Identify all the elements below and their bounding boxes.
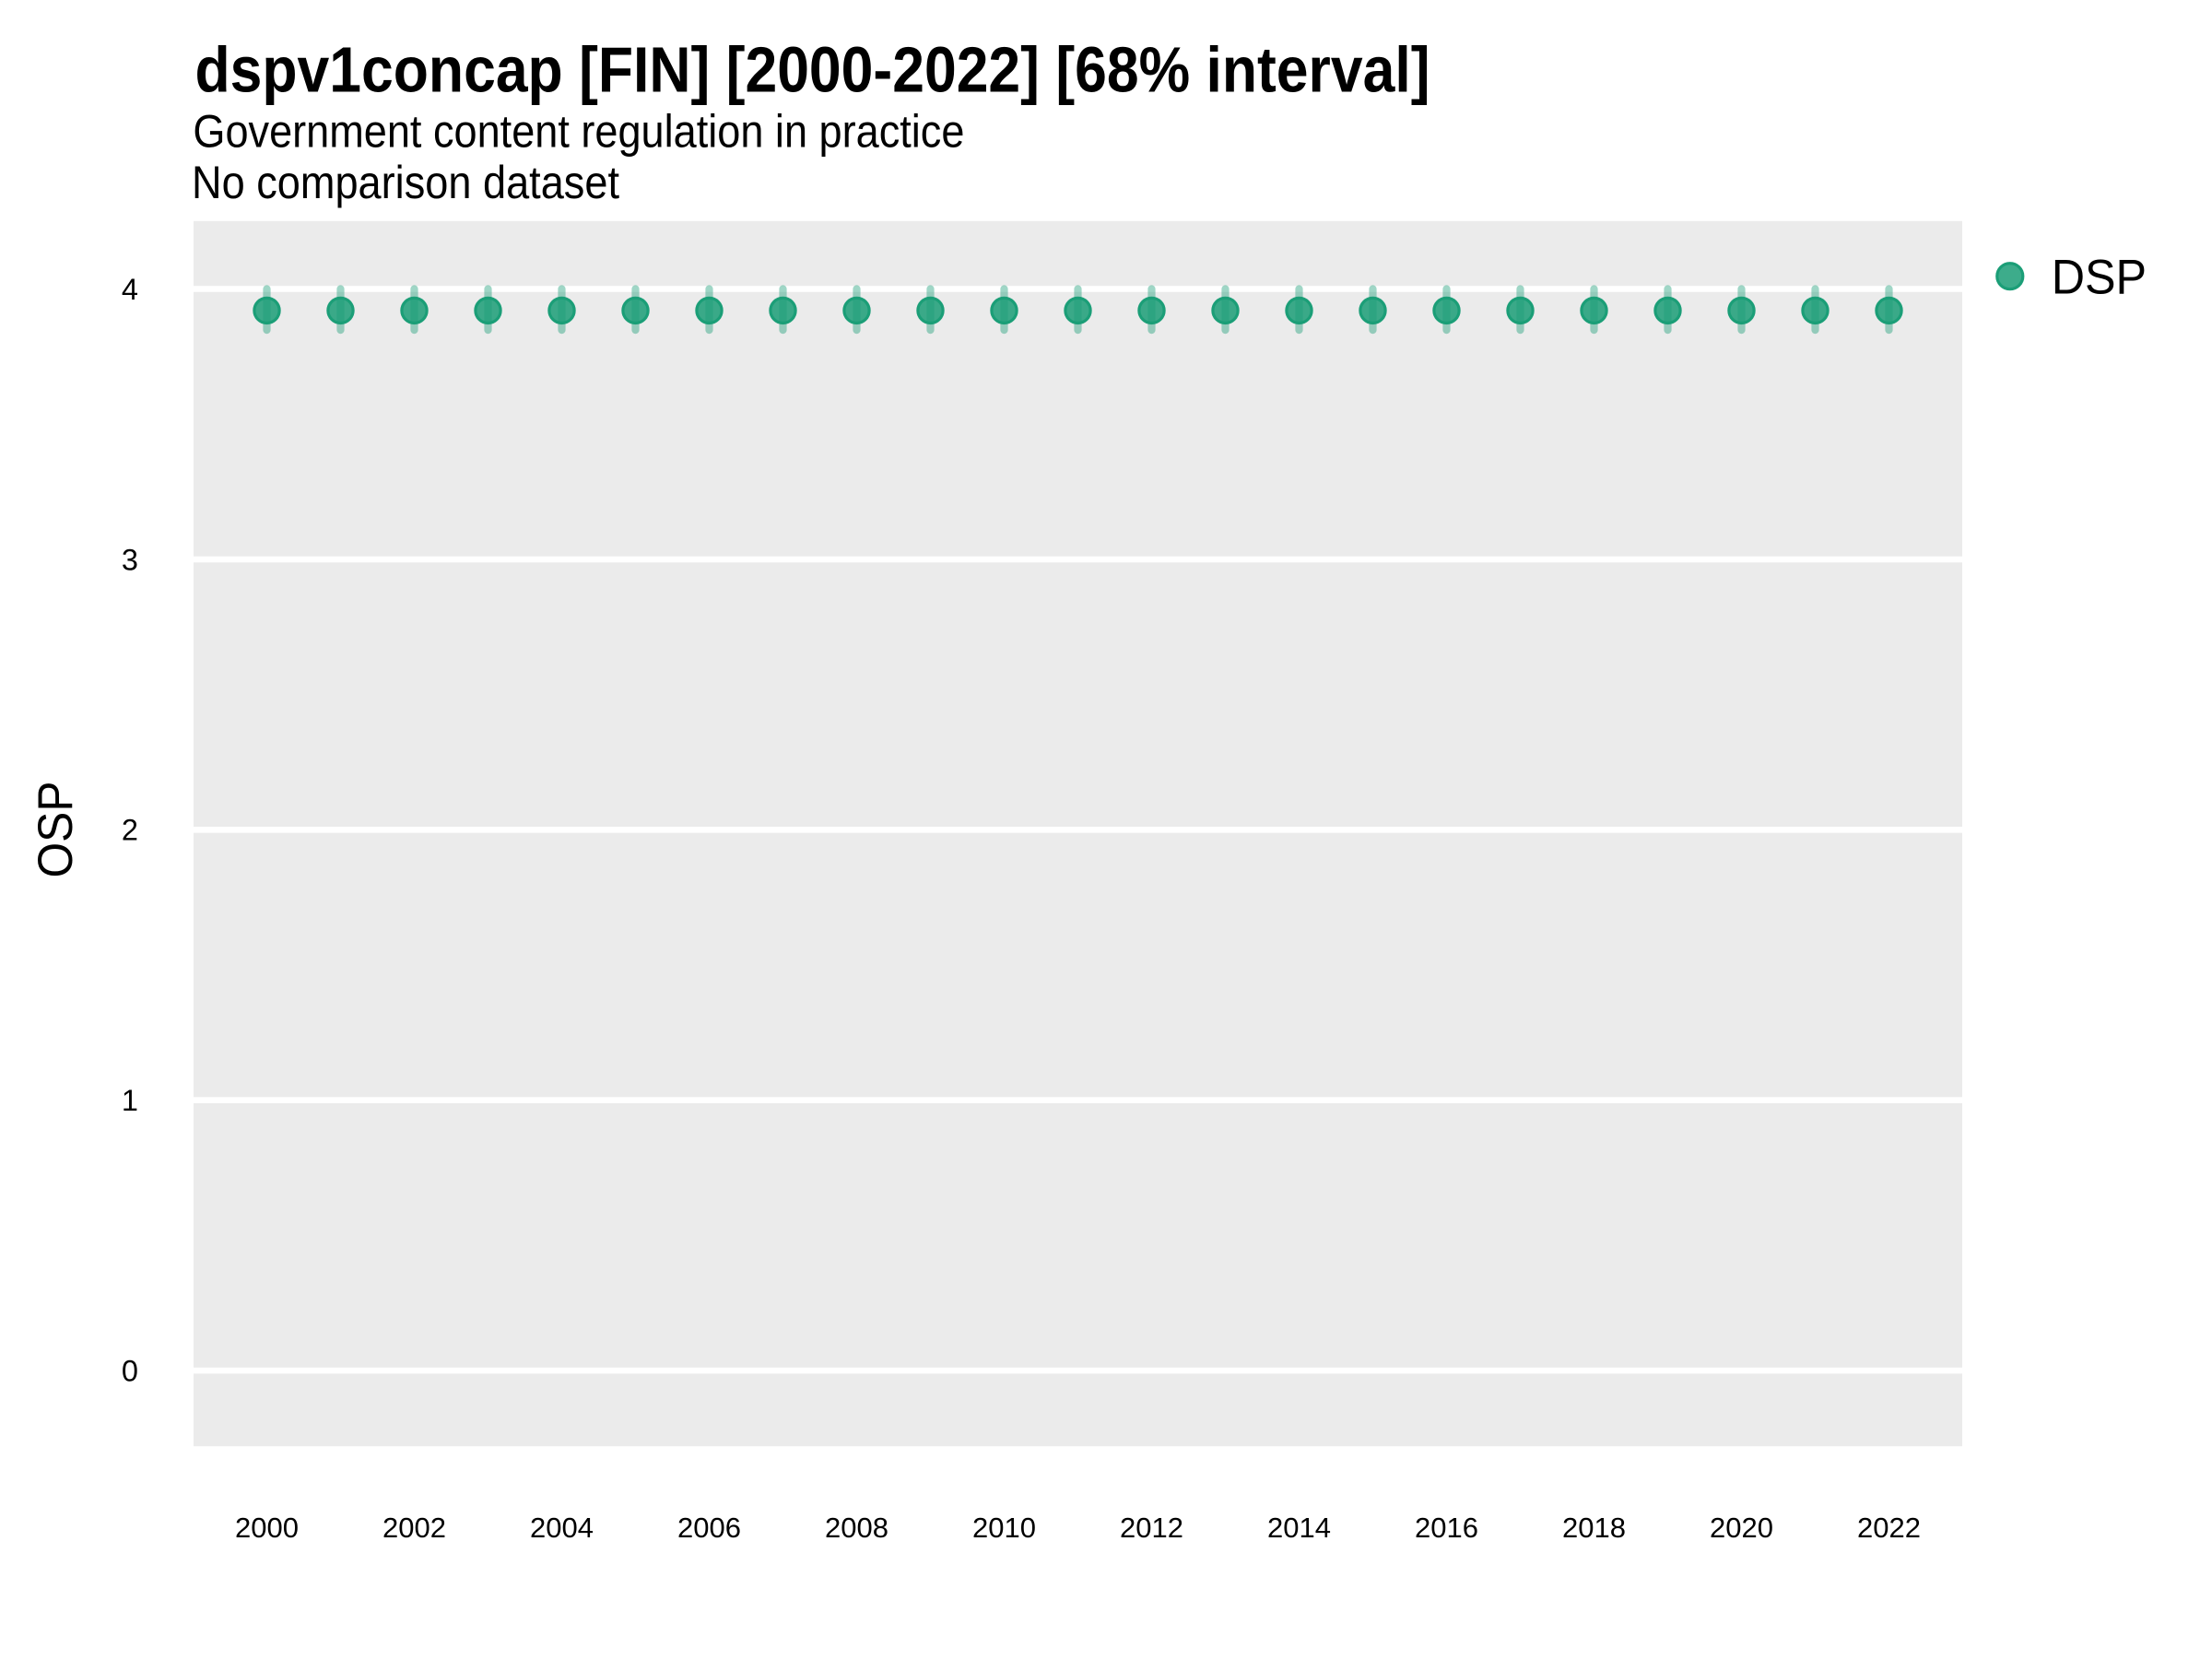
svg-text:2010: 2010: [972, 1512, 1036, 1544]
svg-text:2016: 2016: [1415, 1512, 1478, 1544]
svg-text:2: 2: [122, 814, 138, 847]
svg-text:DSP: DSP: [2052, 251, 2147, 305]
svg-text:2002: 2002: [382, 1512, 446, 1544]
svg-text:2008: 2008: [825, 1512, 888, 1544]
svg-text:2000: 2000: [235, 1512, 299, 1544]
svg-text:2020: 2020: [1710, 1512, 1773, 1544]
svg-text:2014: 2014: [1267, 1512, 1331, 1544]
svg-text:4: 4: [122, 273, 138, 306]
svg-text:No comparison dataset: No comparison dataset: [192, 157, 619, 208]
svg-text:3: 3: [122, 543, 138, 576]
svg-text:dspv1concap [FIN] [2000-2022]: dspv1concap [FIN] [2000-2022] [68% inter…: [195, 34, 1430, 106]
svg-text:2006: 2006: [677, 1512, 741, 1544]
svg-text:1: 1: [122, 1084, 138, 1117]
svg-text:OSP: OSP: [29, 782, 83, 878]
svg-text:2004: 2004: [530, 1512, 594, 1544]
svg-text:Government content regulation: Government content regulation in practic…: [193, 106, 964, 158]
svg-text:2012: 2012: [1120, 1512, 1183, 1544]
svg-text:2018: 2018: [1562, 1512, 1626, 1544]
svg-text:2022: 2022: [1857, 1512, 1921, 1544]
svg-text:0: 0: [122, 1355, 138, 1388]
